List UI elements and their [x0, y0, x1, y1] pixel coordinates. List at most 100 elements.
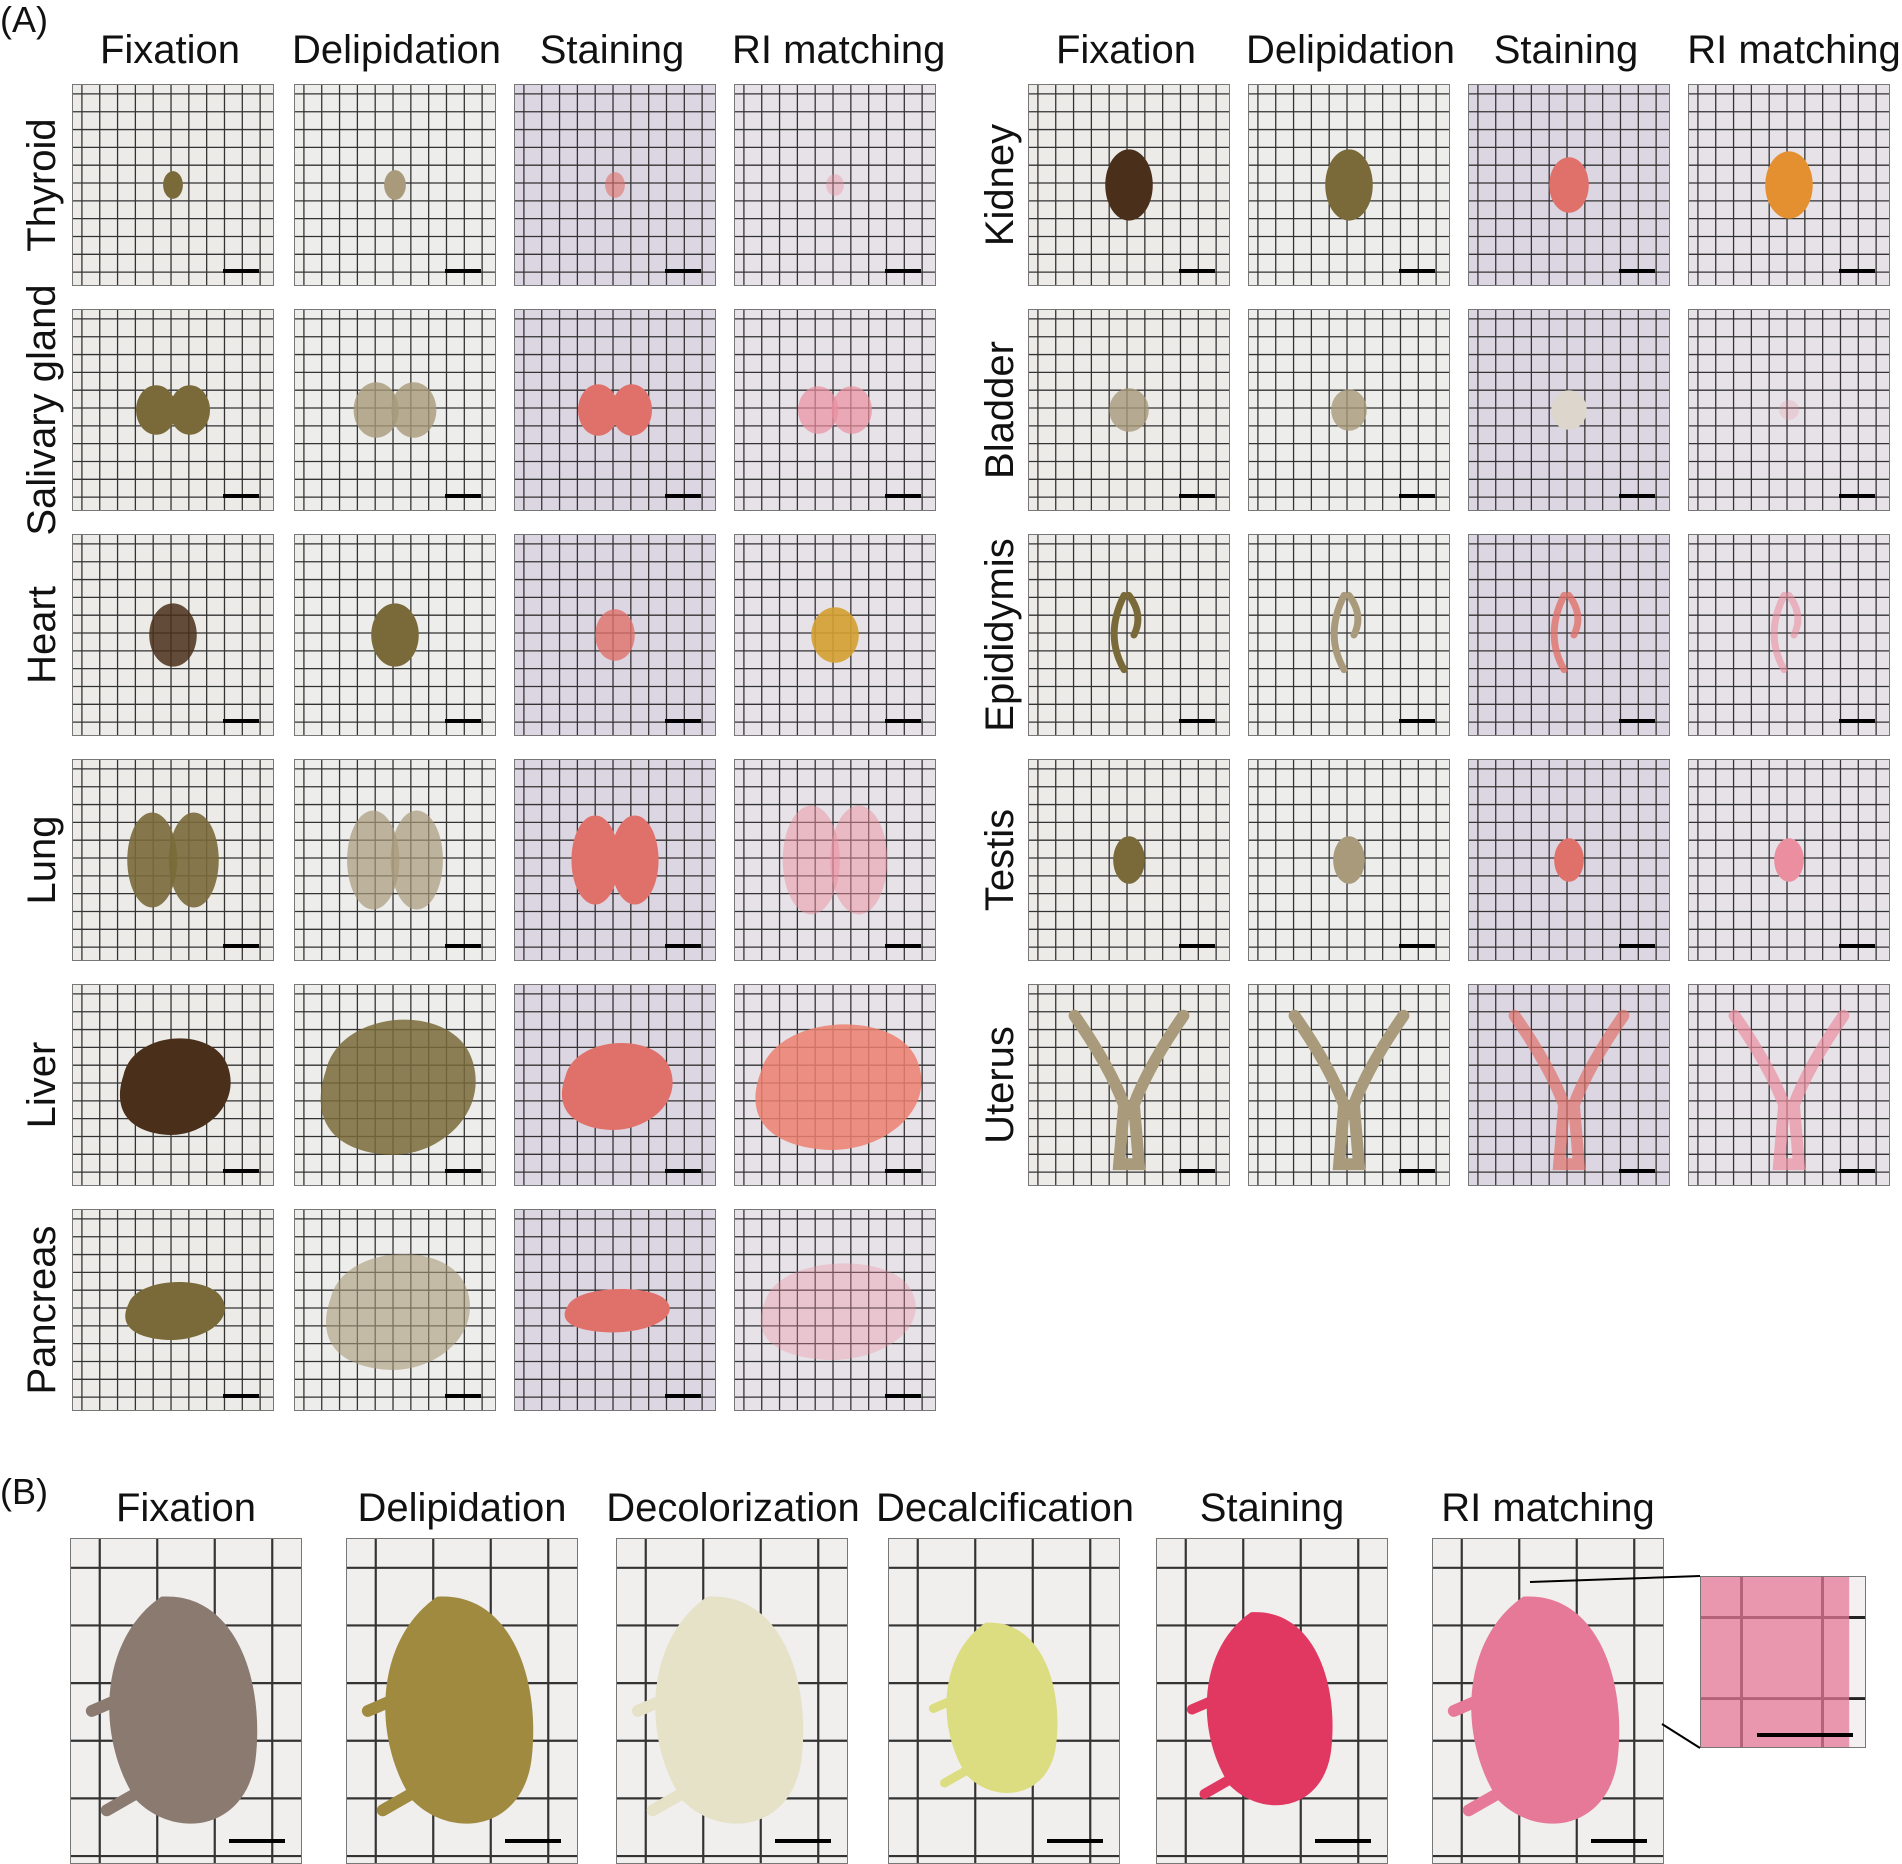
row-label-bladder: Bladder — [978, 341, 1022, 479]
right-col-header-staining: Staining — [1493, 28, 1639, 72]
row-label-salivary-gland: Salivary gland — [20, 284, 64, 536]
b-col-header-ri-matching: RI matching — [1441, 1486, 1655, 1530]
left-tile-r2-c0 — [72, 534, 274, 736]
scale-bar — [885, 269, 921, 273]
b-col-header-fixation: Fixation — [115, 1486, 257, 1530]
left-tile-r5-c0 — [72, 1209, 274, 1411]
scale-bar — [885, 1169, 921, 1173]
left-col-header-staining: Staining — [539, 28, 685, 72]
scale-bar — [445, 944, 481, 948]
scale-bar — [885, 494, 921, 498]
right-col-header-fixation: Fixation — [1055, 28, 1197, 72]
b-tile-4 — [1156, 1538, 1388, 1864]
left-tile-r5-c3 — [734, 1209, 936, 1411]
right-tile-r0-c1 — [1248, 84, 1450, 286]
left-tile-r4-c0 — [72, 984, 274, 1186]
scale-bar — [665, 269, 701, 273]
right-tile-r2-c2 — [1468, 534, 1670, 736]
left-tile-r4-c1 — [294, 984, 496, 1186]
scale-bar — [1757, 1733, 1853, 1737]
row-label-epididymis: Epididymis — [978, 538, 1022, 732]
right-tile-r3-c1 — [1248, 759, 1450, 961]
scale-bar — [223, 944, 259, 948]
left-col-header-fixation: Fixation — [99, 28, 241, 72]
b-tile-5 — [1432, 1538, 1664, 1864]
row-label-lung: Lung — [20, 815, 64, 905]
b-tile-2 — [616, 1538, 848, 1864]
b-tile-3 — [888, 1538, 1120, 1864]
scale-bar — [1399, 494, 1435, 498]
scale-bar — [1619, 719, 1655, 723]
scale-bar — [1839, 719, 1875, 723]
scale-bar — [1399, 944, 1435, 948]
left-tile-r2-c1 — [294, 534, 496, 736]
scale-bar — [1047, 1839, 1103, 1843]
scale-bar — [1179, 719, 1215, 723]
scale-bar — [775, 1839, 831, 1843]
right-tile-r2-c0 — [1028, 534, 1230, 736]
scale-bar — [445, 1394, 481, 1398]
b-col-header-delipidation: Delipidation — [357, 1486, 567, 1530]
left-tile-r0-c0 — [72, 84, 274, 286]
scale-bar — [1839, 944, 1875, 948]
right-col-header-ri-matching: RI matching — [1687, 28, 1901, 72]
scale-bar — [1591, 1839, 1647, 1843]
right-tile-r1-c2 — [1468, 309, 1670, 511]
scale-bar — [665, 1169, 701, 1173]
scale-bar — [445, 1169, 481, 1173]
scale-bar — [1399, 269, 1435, 273]
scale-bar — [1179, 944, 1215, 948]
right-tile-r1-c1 — [1248, 309, 1450, 511]
scale-bar — [1619, 944, 1655, 948]
left-tile-r0-c2 — [514, 84, 716, 286]
right-tile-r0-c2 — [1468, 84, 1670, 286]
scale-bar — [445, 719, 481, 723]
b-col-header-decalcification: Decalcification — [876, 1486, 1134, 1530]
scale-bar — [229, 1839, 285, 1843]
left-tile-r3-c3 — [734, 759, 936, 961]
scale-bar — [505, 1839, 561, 1843]
right-tile-r4-c2 — [1468, 984, 1670, 1186]
left-col-header-ri-matching: RI matching — [732, 28, 946, 72]
scale-bar — [885, 1394, 921, 1398]
right-tile-r2-c1 — [1248, 534, 1450, 736]
scale-bar — [1839, 269, 1875, 273]
left-tile-r5-c2 — [514, 1209, 716, 1411]
scale-bar — [223, 1169, 259, 1173]
scale-bar — [665, 1394, 701, 1398]
left-col-header-delipidation: Delipidation — [292, 28, 502, 72]
panel-label-b: (B) — [0, 1471, 48, 1512]
b-tile-1 — [346, 1538, 578, 1864]
right-tile-r4-c3 — [1688, 984, 1890, 1186]
scale-bar — [223, 719, 259, 723]
scale-bar — [665, 494, 701, 498]
scale-bar — [885, 719, 921, 723]
left-tile-r4-c3 — [734, 984, 936, 1186]
scale-bar — [445, 269, 481, 273]
right-tile-r1-c0 — [1028, 309, 1230, 511]
scale-bar — [223, 1394, 259, 1398]
b-col-header-staining: Staining — [1199, 1486, 1345, 1530]
scale-bar — [445, 494, 481, 498]
scale-bar — [223, 269, 259, 273]
scale-bar — [1619, 494, 1655, 498]
scale-bar — [1619, 1169, 1655, 1173]
scale-bar — [223, 494, 259, 498]
row-label-uterus: Uterus — [978, 1026, 1022, 1144]
row-label-testis: Testis — [978, 808, 1022, 912]
left-tile-r1-c2 — [514, 309, 716, 511]
scale-bar — [1619, 269, 1655, 273]
panel-label-a: (A) — [0, 0, 48, 40]
left-tile-r1-c0 — [72, 309, 274, 511]
scale-bar — [1315, 1839, 1371, 1843]
left-tile-r4-c2 — [514, 984, 716, 1186]
left-tile-r3-c1 — [294, 759, 496, 961]
left-tile-r3-c2 — [514, 759, 716, 961]
scale-bar — [1179, 1169, 1215, 1173]
scale-bar — [665, 719, 701, 723]
left-tile-r3-c0 — [72, 759, 274, 961]
scale-bar — [1179, 494, 1215, 498]
b-tile-0 — [70, 1538, 302, 1864]
left-tile-r1-c1 — [294, 309, 496, 511]
row-label-liver: Liver — [20, 1041, 64, 1129]
